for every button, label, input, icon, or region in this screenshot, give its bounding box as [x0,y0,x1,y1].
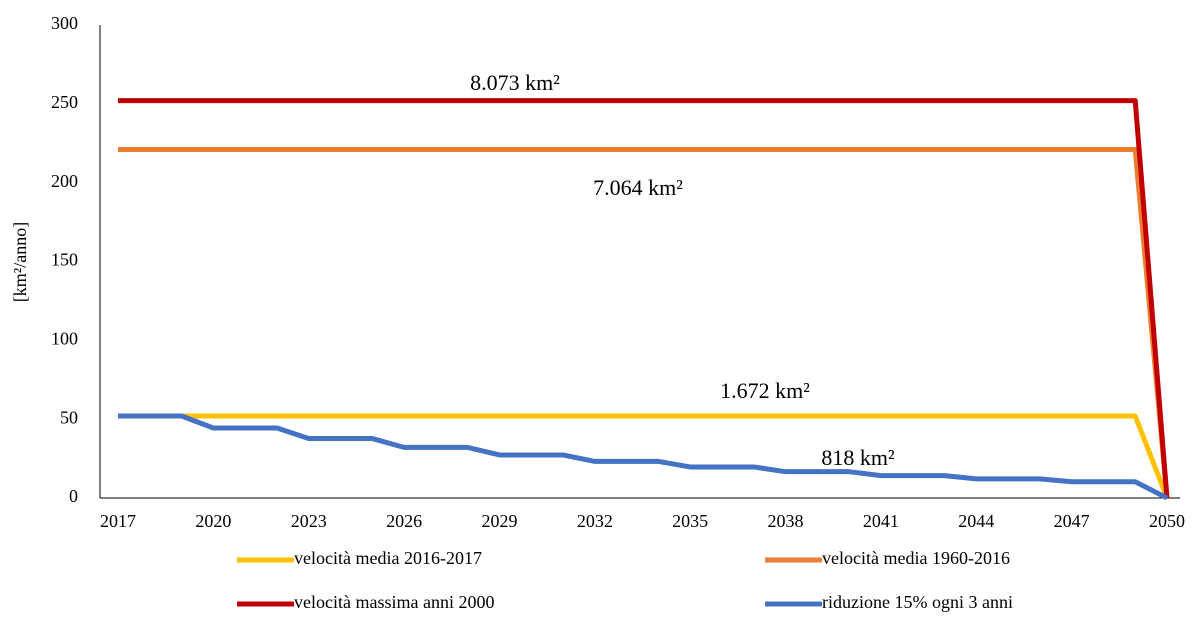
series-line [118,147,1170,499]
y-tick-label: 50 [60,407,78,427]
x-tick-label: 2023 [291,511,327,531]
series-line [118,413,1169,501]
y-tick-label: 150 [51,250,78,270]
x-tick-label: 2044 [958,511,994,531]
x-tick-label: 2047 [1054,511,1090,531]
x-tick-label: 2035 [672,511,708,531]
y-tick-label: 0 [69,486,78,506]
x-tick-label: 2032 [577,511,613,531]
x-tick-label: 2041 [863,511,899,531]
y-tick-label: 200 [51,171,78,191]
series-line [118,413,1170,499]
annotation: 818 km² [821,445,895,470]
x-tick-label: 2038 [768,511,804,531]
series-line [118,98,1170,499]
y-tick-label: 300 [51,13,78,33]
x-tick-label: 2020 [195,511,231,531]
annotation: 1.672 km² [720,378,810,403]
annotation: 8.073 km² [470,70,560,95]
legend-label: velocità media 1960-2016 [822,548,1010,568]
legend-label: riduzione 15% ogni 3 anni [822,592,1013,612]
x-tick-label: 2017 [100,511,136,531]
legend-label: velocità media 2016-2017 [294,548,482,568]
legend-label: velocità massima anni 2000 [294,592,494,612]
y-axis-label: [km²/anno] [10,222,30,302]
x-tick-label: 2029 [481,511,517,531]
x-tick-label: 2026 [386,511,422,531]
y-tick-label: 250 [51,92,78,112]
y-tick-label: 100 [51,328,78,348]
annotation: 7.064 km² [593,175,683,200]
x-tick-label: 2050 [1149,511,1185,531]
